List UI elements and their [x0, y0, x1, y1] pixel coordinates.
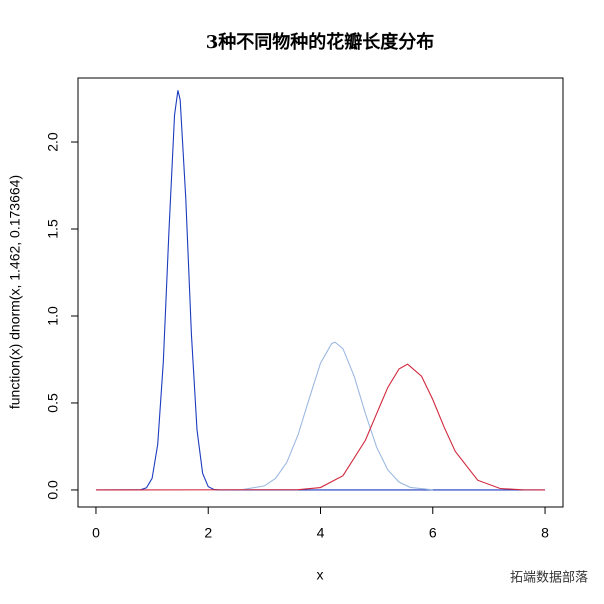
x-tick-label: 2: [204, 525, 212, 541]
x-tick-label: 4: [317, 525, 325, 541]
y-tick-label: 0.5: [45, 393, 61, 413]
line-series: [95, 363, 546, 491]
chart-title: 3种不同物种的花瓣长度分布: [206, 31, 435, 53]
y-tick-label: 2.0: [45, 132, 61, 152]
y-axis-label: function(x) dnorm(x, 1.462, 0.173664): [7, 175, 23, 409]
watermark: 拓端数据部落: [510, 569, 588, 584]
line-series: [95, 90, 546, 491]
x-axis-label: x: [317, 567, 324, 583]
x-tick-label: 6: [429, 525, 437, 541]
y-tick-label: 1.0: [45, 306, 61, 326]
y-tick-label: 1.5: [45, 219, 61, 239]
x-tick-label: 8: [541, 525, 549, 541]
line-series: [241, 341, 433, 491]
x-tick-label: 0: [92, 525, 100, 541]
y-tick-label: 0.0: [45, 480, 61, 500]
